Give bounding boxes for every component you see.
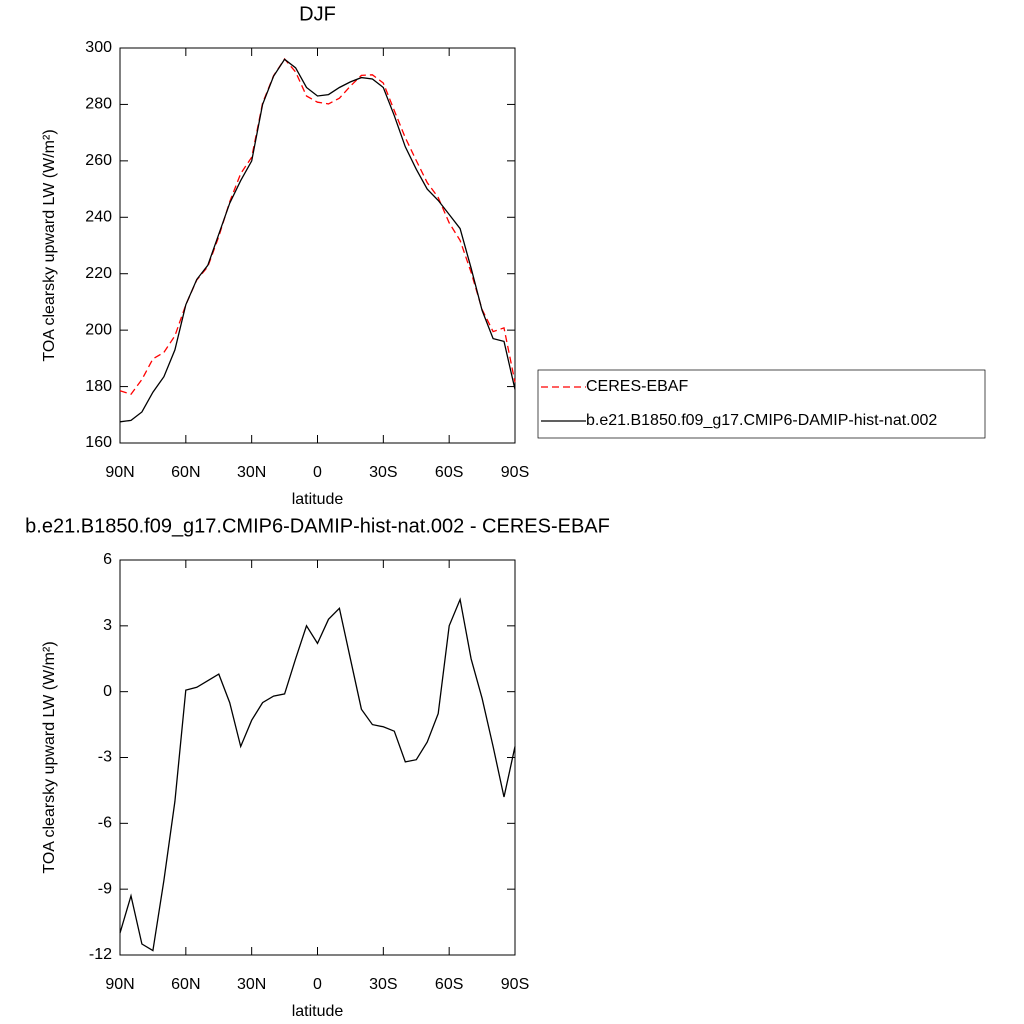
plot-frame xyxy=(119,559,516,956)
x-tick-label: 90N xyxy=(105,976,134,993)
x-axis-label: latitude xyxy=(292,491,344,508)
y-axis-label: TOA clearsky upward LW (W/m²) xyxy=(41,641,58,873)
data-line xyxy=(119,58,516,423)
x-tick-label: 30N xyxy=(237,976,266,993)
y-tick-label: 240 xyxy=(85,209,112,226)
y-tick-label: 280 xyxy=(85,96,112,113)
legend-label: b.e21.B1850.f09_g17.CMIP6-DAMIP-hist-nat… xyxy=(586,412,937,429)
x-tick-label: 60N xyxy=(171,976,200,993)
y-tick-label: -6 xyxy=(98,815,112,832)
x-tick-label: 30S xyxy=(369,464,397,481)
x-tick-label: 90N xyxy=(105,464,134,481)
x-tick-label: 90S xyxy=(501,976,529,993)
x-tick-label: 90S xyxy=(501,464,529,481)
legend-box xyxy=(537,369,986,439)
data-line xyxy=(119,597,516,952)
x-tick-label: 60S xyxy=(435,464,463,481)
y-tick-label: 160 xyxy=(85,434,112,451)
chart-title: b.e21.B1850.f09_g17.CMIP6-DAMIP-hist-nat… xyxy=(25,515,610,537)
x-axis-label: latitude xyxy=(292,1003,344,1020)
x-tick-label: 30N xyxy=(237,464,266,481)
y-tick-label: -12 xyxy=(89,946,112,963)
y-tick-label: 260 xyxy=(85,152,112,169)
y-tick-label: -3 xyxy=(98,749,112,766)
x-tick-label: 0 xyxy=(313,976,322,993)
y-tick-label: -9 xyxy=(98,880,112,897)
x-tick-label: 0 xyxy=(313,464,322,481)
y-tick-label: 220 xyxy=(85,265,112,282)
chart-title: DJF xyxy=(299,3,336,25)
y-tick-label: 180 xyxy=(85,378,112,395)
data-line xyxy=(119,57,516,395)
x-tick-label: 60S xyxy=(435,976,463,993)
y-axis-label: TOA clearsky upward LW (W/m²) xyxy=(41,129,58,361)
x-tick-label: 60N xyxy=(171,464,200,481)
plot-frame xyxy=(119,47,516,444)
y-tick-label: 200 xyxy=(85,321,112,338)
y-tick-label: 3 xyxy=(103,617,112,634)
legend-label: CERES-EBAF xyxy=(586,378,688,395)
x-tick-label: 30S xyxy=(369,976,397,993)
y-tick-label: 6 xyxy=(103,551,112,568)
y-tick-label: 300 xyxy=(85,39,112,56)
y-tick-label: 0 xyxy=(103,683,112,700)
